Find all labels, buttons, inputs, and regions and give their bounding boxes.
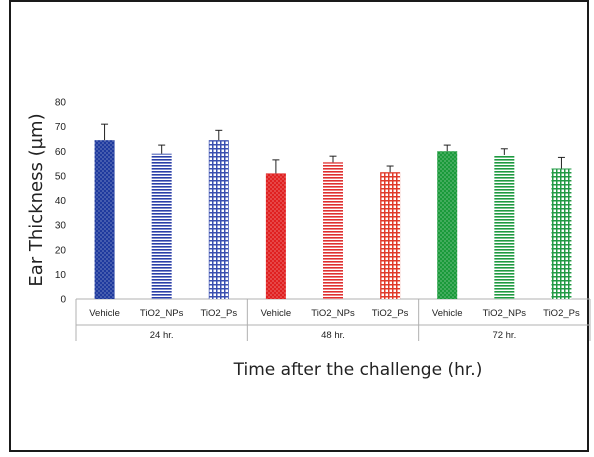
- category-label: TiO2_NPs: [311, 308, 355, 319]
- y-tick-label: 80: [55, 98, 67, 109]
- y-tick-label: 40: [55, 196, 67, 207]
- bar: [208, 140, 229, 299]
- category-label: TiO2_NPs: [483, 308, 527, 319]
- group-label: 48 hr.: [321, 330, 345, 341]
- category-label: TiO2_Ps: [372, 308, 409, 319]
- y-tick-label: 50: [55, 171, 67, 182]
- group-label: 24 hr.: [150, 330, 174, 341]
- category-label: Vehicle: [432, 308, 463, 319]
- bar: [494, 154, 515, 299]
- bar: [151, 153, 172, 299]
- axes: 0 10 20 30 40 50 60 70 80: [55, 98, 591, 341]
- y-tick-label: 30: [55, 221, 67, 232]
- y-tick-label: 70: [55, 122, 67, 133]
- bar: [323, 162, 343, 299]
- x-axis-label: Time after the challenge (hr.): [233, 360, 483, 380]
- bar: [380, 172, 401, 299]
- category-label: TiO2_Ps: [543, 308, 580, 319]
- y-axis-label: Ear Thickness (µm): [26, 113, 47, 286]
- bar: [437, 151, 458, 299]
- bars: [94, 123, 572, 299]
- bar: [94, 140, 115, 299]
- category-label: Vehicle: [261, 308, 292, 319]
- labels: Vehicle TiO2_NPs TiO2_Ps 24 hr. Vehicle TiO2_…: [89, 308, 580, 341]
- category-label: Vehicle: [89, 308, 120, 319]
- category-label: TiO2_NPs: [140, 308, 184, 319]
- bar: [551, 168, 572, 299]
- category-label: TiO2_Ps: [200, 308, 237, 319]
- y-tick-label: 20: [55, 245, 67, 256]
- y-tick-label: 60: [55, 147, 67, 158]
- group-label: 72 hr.: [492, 330, 516, 341]
- bar: [265, 173, 286, 299]
- y-tick-label: 0: [60, 295, 66, 306]
- y-tick-label: 10: [55, 270, 67, 281]
